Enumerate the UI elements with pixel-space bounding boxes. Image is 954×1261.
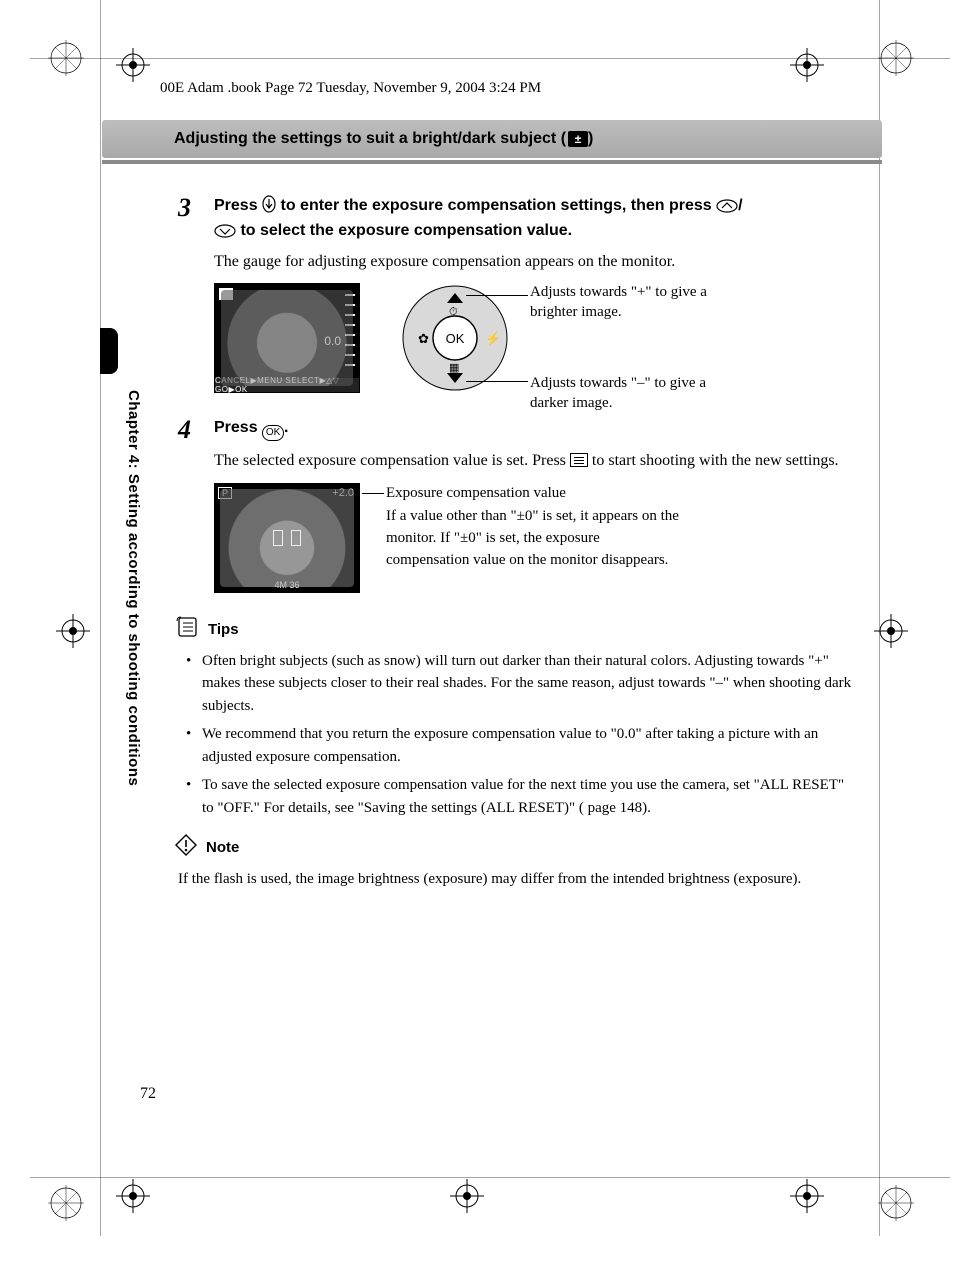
dpad-diagram: OK ✿ ⚡ ⏱ ▦ Adjusts towards "+": [400, 283, 650, 393]
tips-icon: [174, 615, 200, 644]
reg-mark-br: [878, 1185, 914, 1221]
page-number: 72: [140, 1085, 156, 1103]
dpad-ok-label: OK: [446, 331, 465, 346]
running-head: 00E Adam .book Page 72 Tuesday, November…: [160, 80, 541, 97]
lcd-ev-readout: +2.0: [332, 487, 354, 499]
reg-mark-bl: [48, 1185, 84, 1221]
step-3: 3 Press to enter the exposure compensati…: [178, 195, 858, 244]
crop-cross-left: [56, 614, 90, 648]
dpad-down-icon: [262, 195, 276, 220]
svg-text:⚡: ⚡: [485, 331, 501, 347]
callout-plus: Adjusts towards "+" to give a brighter i…: [530, 283, 710, 322]
step-3-number: 3: [178, 195, 204, 244]
lcd-hint-bar: CANCEL▶MENU SELECT▶△▽ GO▶OK: [215, 378, 359, 392]
tips-list: Often bright subjects (such as snow) wil…: [186, 650, 858, 820]
lcd-mode-badge: P: [218, 487, 232, 499]
step-4-figure-row: P +2.0 4M 36 Exposure compensation value…: [214, 483, 858, 593]
step-3-head-d: to select the exposure compensation valu…: [236, 222, 572, 239]
step-4-head-a: Press: [214, 419, 262, 436]
crop-cross-bot: [116, 1179, 150, 1213]
svg-text:✿: ✿: [418, 331, 429, 346]
section-title-bar: Adjusting the settings to suit a bright/…: [102, 120, 882, 158]
tips-item: We recommend that you return the exposur…: [186, 723, 858, 768]
step-3-figure-row: 0.0 CANCEL▶MENU SELECT▶△▽ GO▶OK OK ✿: [214, 283, 858, 393]
ev-caption-body: If a value other than "±0" is set, it ap…: [386, 506, 686, 571]
dpad-up-small-icon: [716, 198, 738, 220]
svg-text:⏱: ⏱: [449, 306, 458, 318]
step-4: 4 Press OK.: [178, 417, 858, 443]
step-4-heading: Press OK.: [214, 417, 289, 443]
step-3-head-b: to enter the exposure compensation setti…: [276, 197, 716, 214]
lcd-preview-gauge: 0.0 CANCEL▶MENU SELECT▶△▽ GO▶OK: [214, 283, 360, 393]
menu-icon: [570, 453, 588, 467]
step-4-body: The selected exposure compensation value…: [214, 449, 858, 472]
step-3-heading: Press to enter the exposure compensation…: [214, 195, 743, 244]
step-3-head-c: /: [738, 197, 742, 214]
step-4-head-b: .: [284, 419, 288, 436]
tips-item-text: To save the selected exposure compensati…: [202, 777, 844, 816]
ev-caption: Exposure compensation value If a value o…: [386, 483, 686, 572]
ok-button-icon: OK: [262, 425, 284, 441]
step-4-body-a: The selected exposure compensation value…: [214, 452, 570, 469]
svg-text:▦: ▦: [449, 362, 459, 374]
title-underline: [102, 160, 882, 164]
section-title-pre: Adjusting the settings to suit a bright/…: [174, 130, 566, 147]
step-3-body: The gauge for adjusting exposure compens…: [214, 250, 858, 273]
dpad-down-small-icon: [214, 223, 236, 245]
step-4-number: 4: [178, 417, 204, 443]
lcd-preview-ev: P +2.0 4M 36: [214, 483, 360, 593]
chapter-side-label: Chapter 4: Setting according to shooting…: [122, 390, 142, 810]
tips-label: Tips: [208, 621, 239, 638]
note-heading: Note: [174, 833, 858, 862]
lcd-bottom-readout: 4M 36: [214, 580, 360, 590]
step-3-head-a: Press: [214, 197, 262, 214]
note-label: Note: [206, 839, 239, 856]
note-icon: [174, 833, 198, 862]
lcd-ev-value: 0.0: [324, 334, 341, 348]
tips-heading: Tips: [174, 615, 858, 644]
chapter-tab: [100, 328, 118, 374]
crop-cross-bot2: [450, 1179, 484, 1213]
section-title-post: ): [588, 130, 593, 147]
tips-item: Often bright subjects (such as snow) wil…: [186, 650, 858, 718]
crop-cross-bot3: [790, 1179, 824, 1213]
tips-item: To save the selected exposure compensati…: [186, 774, 858, 819]
ev-caption-title: Exposure compensation value: [386, 483, 686, 505]
step-4-body-b: to start shooting with the new settings.: [588, 452, 839, 469]
ev-icon: ±: [568, 131, 588, 147]
callout-minus: Adjusts towards "–" to give a darker ima…: [530, 374, 710, 413]
note-body: If the flash is used, the image brightne…: [178, 868, 858, 891]
